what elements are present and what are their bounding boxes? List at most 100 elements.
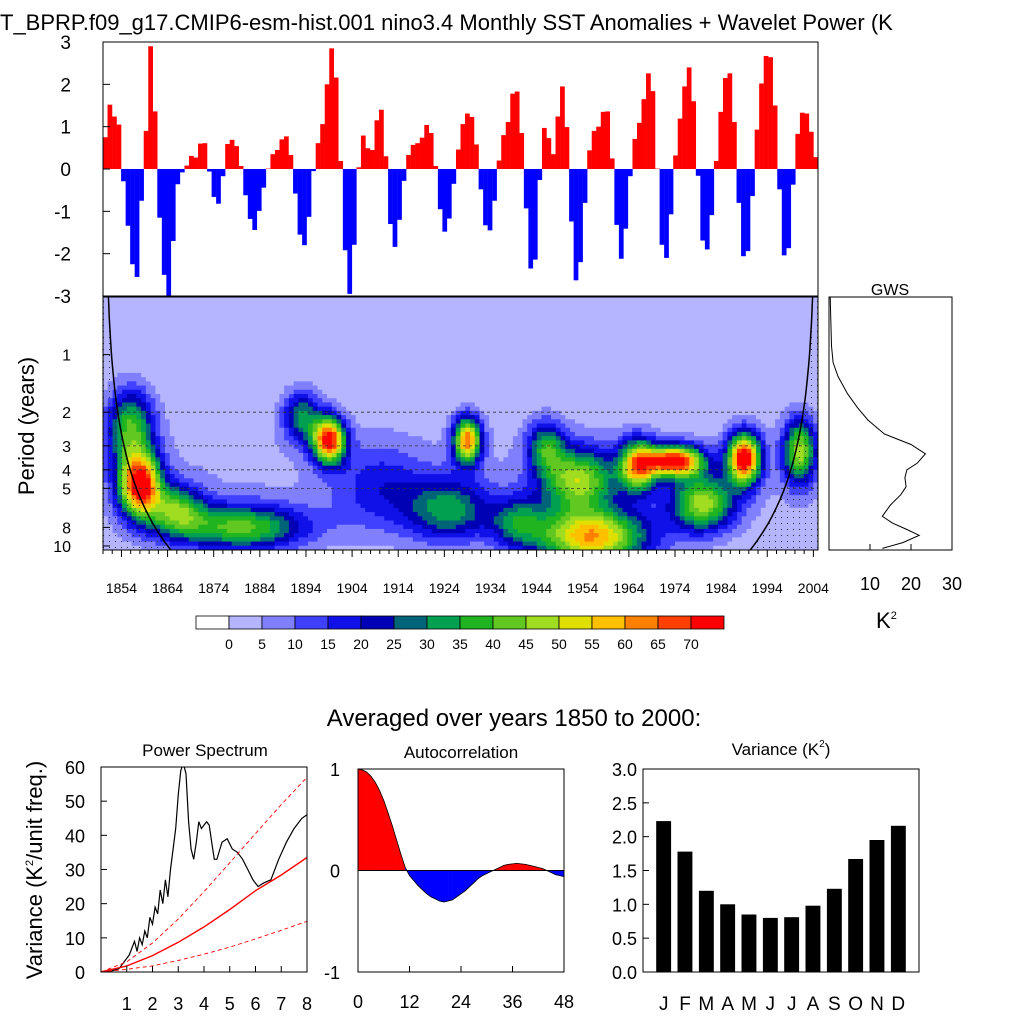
wavelet-cell bbox=[269, 360, 276, 366]
wavelet-cell bbox=[298, 507, 304, 513]
wavelet-cell bbox=[250, 537, 257, 543]
wavelet-cell bbox=[207, 486, 214, 492]
wavelet-cell bbox=[226, 415, 233, 420]
wavelet-cell bbox=[303, 512, 309, 517]
wavelet-cell bbox=[431, 545, 438, 550]
wavelet-cell bbox=[360, 339, 366, 344]
wavelet-cell bbox=[384, 377, 390, 382]
wavelet-cell bbox=[164, 356, 171, 361]
wavelet-cell bbox=[160, 364, 166, 370]
wavelet-cell bbox=[231, 465, 238, 471]
wavelet-cell bbox=[279, 533, 285, 538]
wavelet-cell bbox=[417, 402, 423, 408]
wavelet-cell bbox=[350, 537, 357, 543]
wavelet-cell bbox=[460, 330, 466, 336]
wavelet-cell bbox=[207, 368, 214, 374]
wavelet-cell bbox=[350, 545, 357, 550]
wavelet-cell bbox=[279, 503, 285, 509]
wavelet-cell bbox=[384, 301, 390, 307]
wavelet-cell bbox=[184, 469, 190, 475]
wavelet-cell bbox=[350, 419, 357, 425]
wavelet-cell bbox=[131, 410, 137, 416]
wavelet-cell bbox=[346, 318, 352, 323]
wavelet-cell bbox=[389, 309, 395, 315]
wavelet-cell bbox=[389, 398, 395, 404]
wavelet-cell bbox=[384, 385, 390, 391]
wavelet-cell bbox=[241, 474, 247, 479]
wavelet-cell bbox=[450, 478, 457, 484]
wavelet-cell bbox=[369, 398, 376, 404]
wavelet-cell bbox=[136, 377, 142, 382]
wavelet-cell bbox=[126, 427, 133, 433]
wavelet-cell bbox=[374, 486, 381, 492]
wavelet-cell bbox=[355, 305, 361, 311]
wavelet-cell bbox=[255, 318, 261, 323]
wavelet-cell bbox=[336, 364, 342, 370]
wavelet-cell bbox=[303, 389, 309, 395]
wavelet-cell bbox=[193, 440, 199, 446]
wavelet-cell bbox=[317, 431, 323, 437]
wavelet-cell bbox=[331, 343, 338, 349]
wavelet-cell bbox=[150, 377, 157, 382]
wavelet-cell bbox=[427, 524, 433, 530]
wavelet-cell bbox=[470, 360, 476, 366]
wavelet-cell bbox=[446, 440, 452, 446]
wavelet-cell bbox=[241, 305, 247, 311]
wavelet-cell bbox=[141, 474, 147, 479]
wavelet-cell bbox=[336, 444, 342, 450]
wavelet-cell bbox=[279, 461, 285, 467]
wavelet-cell bbox=[436, 343, 443, 349]
wavelet-cell bbox=[436, 499, 443, 505]
wavelet-cell bbox=[360, 444, 366, 450]
wavelet-cell bbox=[465, 301, 471, 307]
wavelet-cell bbox=[365, 309, 371, 315]
wavelet-cell bbox=[246, 524, 252, 530]
wavelet-cell bbox=[336, 351, 342, 357]
wavelet-cell bbox=[331, 389, 338, 395]
wavelet-cell bbox=[460, 372, 466, 378]
wavelet-cell bbox=[460, 406, 466, 412]
wavelet-cell bbox=[327, 507, 333, 513]
wavelet-cell bbox=[231, 351, 238, 357]
wavelet-cell bbox=[355, 389, 361, 395]
wavelet-cell bbox=[384, 474, 390, 479]
wavelet-cell bbox=[327, 381, 333, 387]
wavelet-cell bbox=[265, 360, 271, 366]
wavelet-cell bbox=[460, 482, 466, 488]
wavelet-cell bbox=[226, 453, 233, 458]
wavelet-cell bbox=[288, 431, 295, 437]
wavelet-cell bbox=[174, 415, 180, 420]
wavelet-cell bbox=[122, 368, 128, 374]
wavelet-cell bbox=[446, 545, 452, 550]
sst-bar bbox=[351, 169, 357, 245]
wavelet-cell bbox=[145, 334, 152, 340]
wavelet-cell bbox=[136, 398, 142, 404]
wavelet-cell bbox=[474, 520, 481, 526]
wavelet-cell bbox=[269, 410, 276, 416]
wavelet-cell bbox=[198, 406, 204, 412]
wavelet-cell bbox=[393, 368, 400, 374]
wavelet-cell bbox=[365, 516, 371, 522]
wavelet-cell bbox=[307, 326, 314, 332]
wavelet-cell bbox=[284, 461, 290, 467]
wavelet-cell bbox=[422, 364, 428, 370]
wavelet-cell bbox=[322, 503, 328, 509]
wavelet-cell bbox=[212, 440, 218, 446]
wavelet-cell bbox=[241, 453, 247, 458]
wavelet-cell bbox=[355, 377, 361, 382]
wavelet-cell bbox=[317, 297, 323, 302]
wavelet-cell bbox=[369, 541, 376, 547]
wavelet-cell bbox=[331, 377, 338, 382]
wavelet-cell bbox=[412, 541, 419, 547]
wavelet-cell bbox=[431, 486, 438, 492]
wavelet-cell bbox=[427, 322, 433, 328]
wavelet-cell bbox=[393, 389, 400, 395]
wavelet-cell bbox=[360, 381, 366, 387]
wavelet-cell bbox=[408, 415, 414, 420]
wavelet-cell bbox=[246, 356, 252, 361]
wavelet-cell bbox=[284, 322, 290, 328]
wavelet-cell bbox=[317, 503, 323, 509]
wavelet-cell bbox=[255, 524, 261, 530]
wavelet-cell bbox=[317, 322, 323, 328]
wavelet-cell bbox=[384, 347, 390, 353]
